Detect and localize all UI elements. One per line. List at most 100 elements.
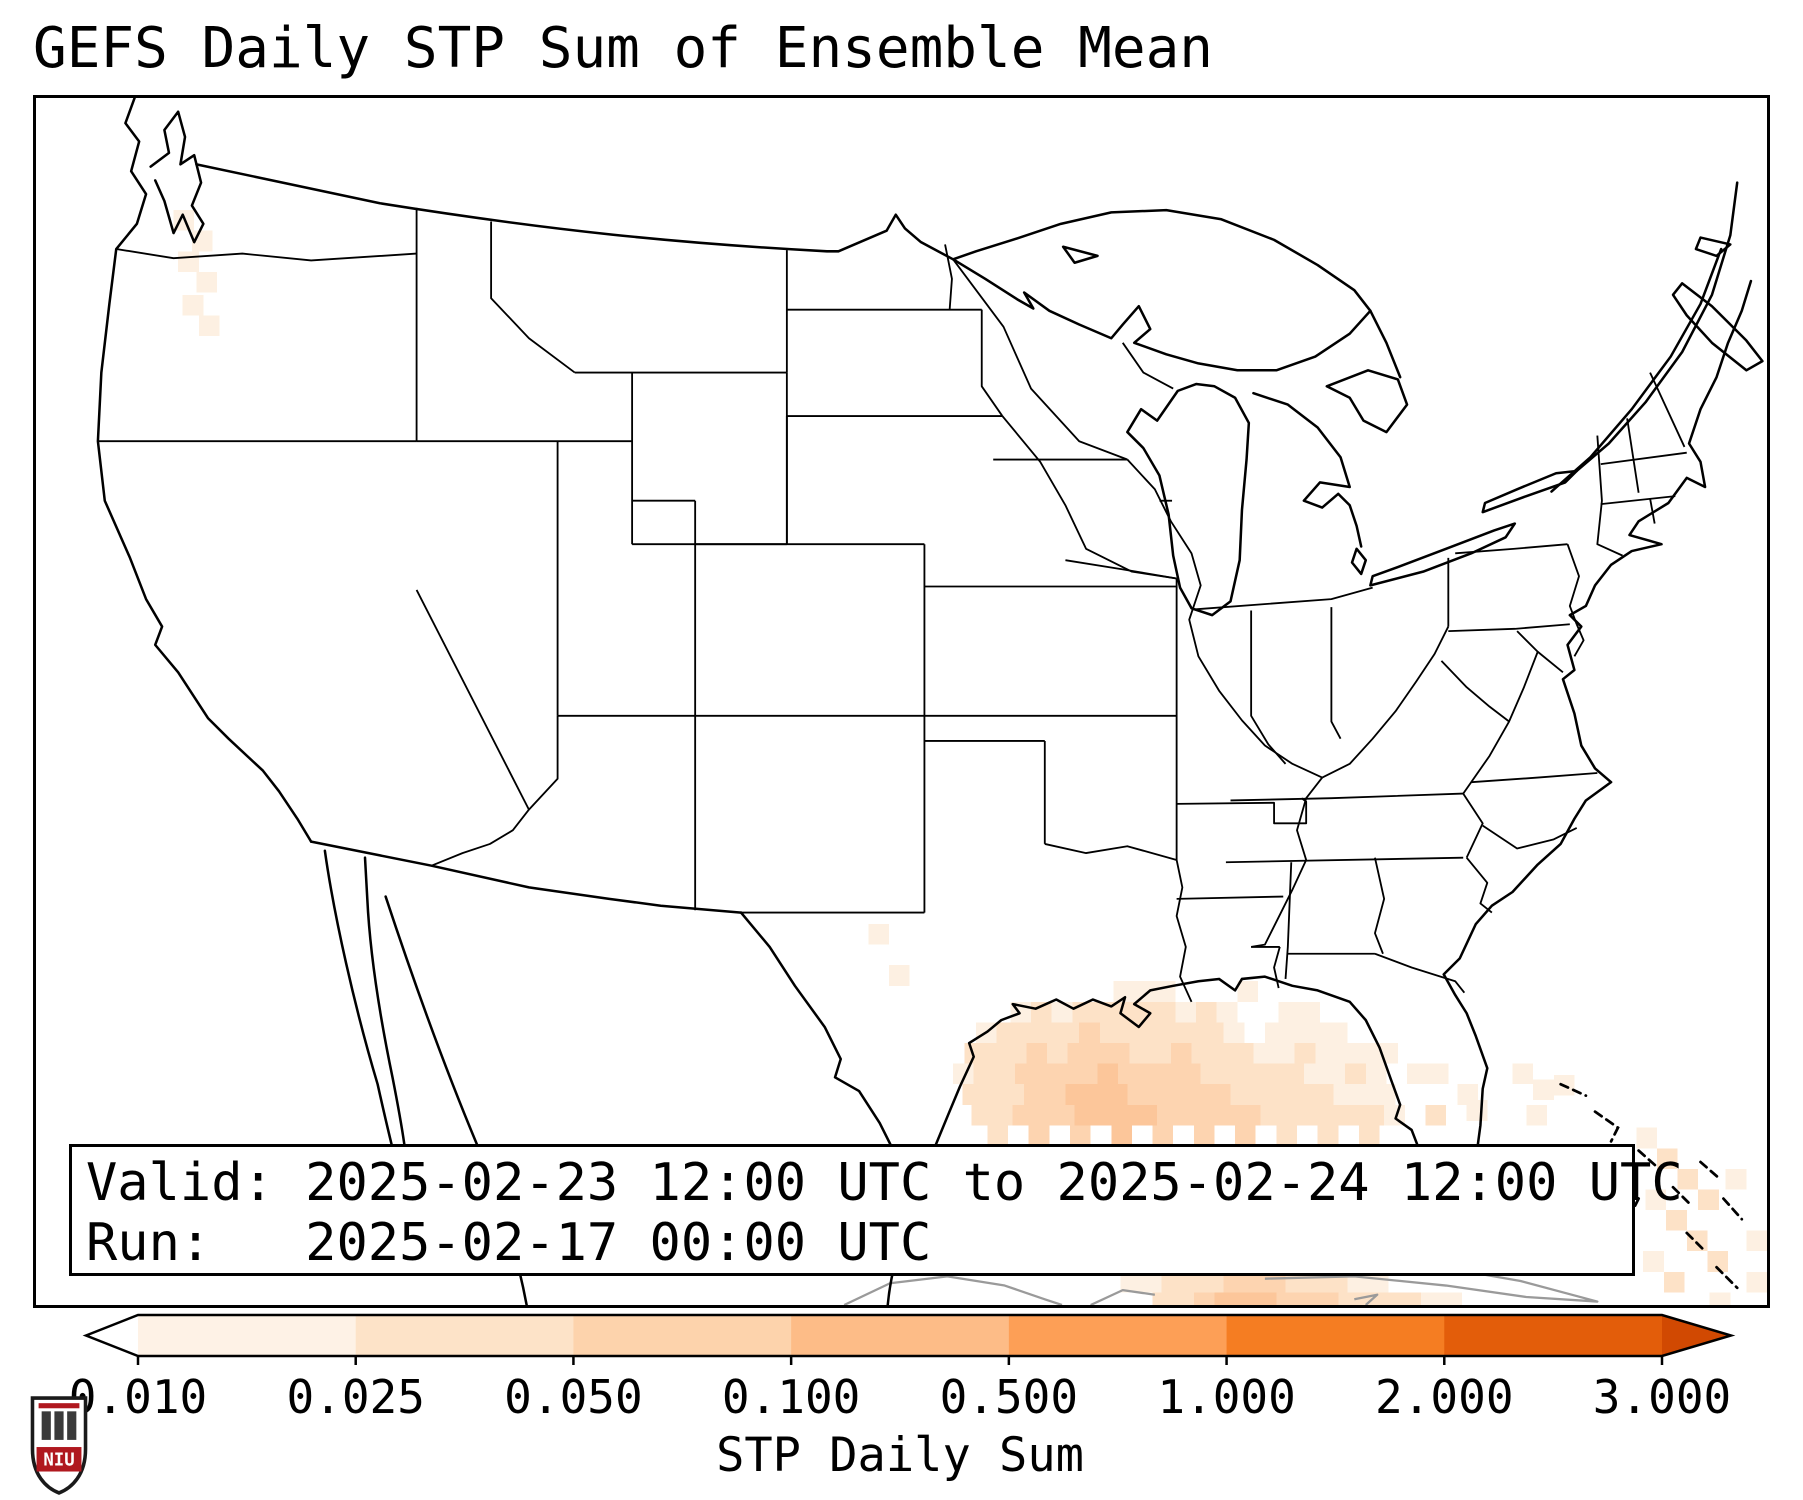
stp-cell — [1512, 1063, 1534, 1085]
stp-cell — [1223, 1271, 1245, 1293]
stp-cell — [868, 924, 889, 945]
stp-cell — [1363, 1104, 1385, 1126]
colorbar-segment — [138, 1315, 357, 1356]
stp-cell — [1193, 1292, 1215, 1305]
stp-cell — [1237, 981, 1259, 1002]
stp-cell — [1161, 1271, 1183, 1293]
stp-cell — [1108, 1043, 1130, 1064]
ca-az-colorado-river — [431, 809, 530, 867]
stp-cell — [1031, 1001, 1052, 1023]
stp-cell — [1294, 1043, 1316, 1064]
stp-cell — [1677, 1168, 1699, 1190]
stp-cell — [1262, 1063, 1284, 1085]
stp-cell — [1427, 1063, 1449, 1085]
coastlines-and-borders — [96, 98, 1764, 1305]
bahamas-island-4 — [1671, 1185, 1693, 1207]
stp-cell — [1026, 1043, 1048, 1064]
stp-cell — [1088, 1043, 1109, 1064]
stp-cell — [1074, 1104, 1096, 1126]
stp-cell — [1686, 1230, 1708, 1252]
stp-cell — [1235, 1292, 1256, 1305]
stp-cell — [985, 1043, 1006, 1064]
stp-cell — [1154, 1001, 1176, 1023]
stp-cell — [973, 1063, 995, 1085]
stp-cell — [1274, 1043, 1295, 1064]
stp-cell — [1067, 1043, 1089, 1064]
run-time-text: Run: 2025-02-17 00:00 UTC — [86, 1213, 932, 1273]
stp-cell — [1170, 1043, 1192, 1064]
stp-cell — [1466, 1100, 1488, 1121]
mn-wi-border — [952, 258, 1128, 461]
stp-cell — [1005, 1043, 1027, 1064]
chart-title: GEFS Daily STP Sum of Ensemble Mean — [33, 16, 1214, 81]
stp-cell — [1106, 1084, 1128, 1105]
stp-cell — [982, 1084, 1004, 1105]
sc-ga-savannah — [1465, 857, 1493, 914]
stp-cell — [1264, 1022, 1286, 1044]
stp-cell — [1244, 1271, 1265, 1293]
stp-cell — [1152, 1292, 1174, 1305]
stp-cell — [1092, 1001, 1114, 1023]
isla-juventud-coastline — [1354, 1293, 1379, 1305]
ma-south-border — [1600, 495, 1676, 506]
rio-grande-border — [739, 911, 920, 1200]
stp-cell — [987, 1125, 1009, 1146]
colorbar-tick-label: 3.000 — [1592, 1370, 1732, 1424]
colorbar-arrow — [1662, 1315, 1731, 1356]
stp-cell — [1173, 1292, 1194, 1305]
stp-cell — [1420, 1292, 1442, 1305]
pa-ny-border — [1455, 543, 1568, 555]
us-map-svg — [96, 98, 1767, 1305]
stp-cell — [1086, 1084, 1107, 1105]
niu-castle-column-3 — [67, 1411, 77, 1440]
ny-east-border — [1596, 435, 1623, 557]
stp-cell — [1253, 1043, 1275, 1064]
colorbar-tick-label: 0.100 — [721, 1370, 861, 1424]
stp-cell — [1097, 1063, 1119, 1085]
stp-cell — [1313, 1084, 1334, 1105]
in-oh-border — [1330, 607, 1342, 740]
gulf-and-atlantic-coastline — [917, 279, 1753, 1200]
stp-cell — [1200, 1063, 1222, 1085]
bahamas-island-6 — [1722, 1197, 1744, 1221]
red-river-border — [1044, 843, 1177, 861]
il-in-border — [1250, 610, 1287, 765]
tn-south-border — [1225, 856, 1464, 864]
ca-nv-diagonal — [415, 589, 530, 811]
colorbar-tick-label: 0.025 — [286, 1370, 425, 1424]
stp-cell — [1746, 1271, 1767, 1293]
niu-banner-text: NIU — [43, 1450, 74, 1470]
colorbar-segment — [1444, 1315, 1663, 1356]
stp-cell — [888, 965, 910, 986]
niu-logo: NIU — [30, 1396, 88, 1495]
stp-cell — [1191, 1043, 1213, 1064]
stp-cell — [1709, 1292, 1731, 1305]
nova-scotia-coast — [1671, 282, 1764, 372]
stp-cell — [1115, 1104, 1137, 1126]
stp-cell — [992, 1104, 1013, 1126]
md-va-potomac — [1516, 630, 1564, 674]
puget-sound-coast — [149, 110, 205, 244]
colorbar-tick-label: 0.500 — [939, 1370, 1079, 1424]
tn-nc-border — [1462, 793, 1484, 859]
stp-cell — [1154, 981, 1176, 1002]
mississippi-river-lower — [1250, 777, 1323, 948]
bahamas-island-5 — [1699, 1160, 1721, 1180]
stp-cell — [1342, 1104, 1364, 1126]
stp-cell — [1223, 1022, 1245, 1044]
prince-edward-island — [1694, 236, 1732, 258]
nd-mn-border — [944, 244, 953, 310]
nv-az-border — [528, 715, 559, 811]
stp-cell — [1526, 1104, 1547, 1126]
stp-cell — [1239, 1104, 1261, 1126]
stp-cell — [1193, 1125, 1215, 1146]
stp-cell — [1053, 1104, 1075, 1126]
yucatan-coastline — [843, 1275, 1063, 1305]
stp-cell — [1315, 1043, 1336, 1064]
stp-cell — [1113, 981, 1135, 1002]
stp-cell — [1656, 1148, 1678, 1169]
stp-cell — [1324, 1063, 1346, 1085]
stp-cell — [1196, 1001, 1217, 1023]
stp-cell — [1251, 1084, 1272, 1105]
stp-cell — [1725, 1168, 1747, 1190]
